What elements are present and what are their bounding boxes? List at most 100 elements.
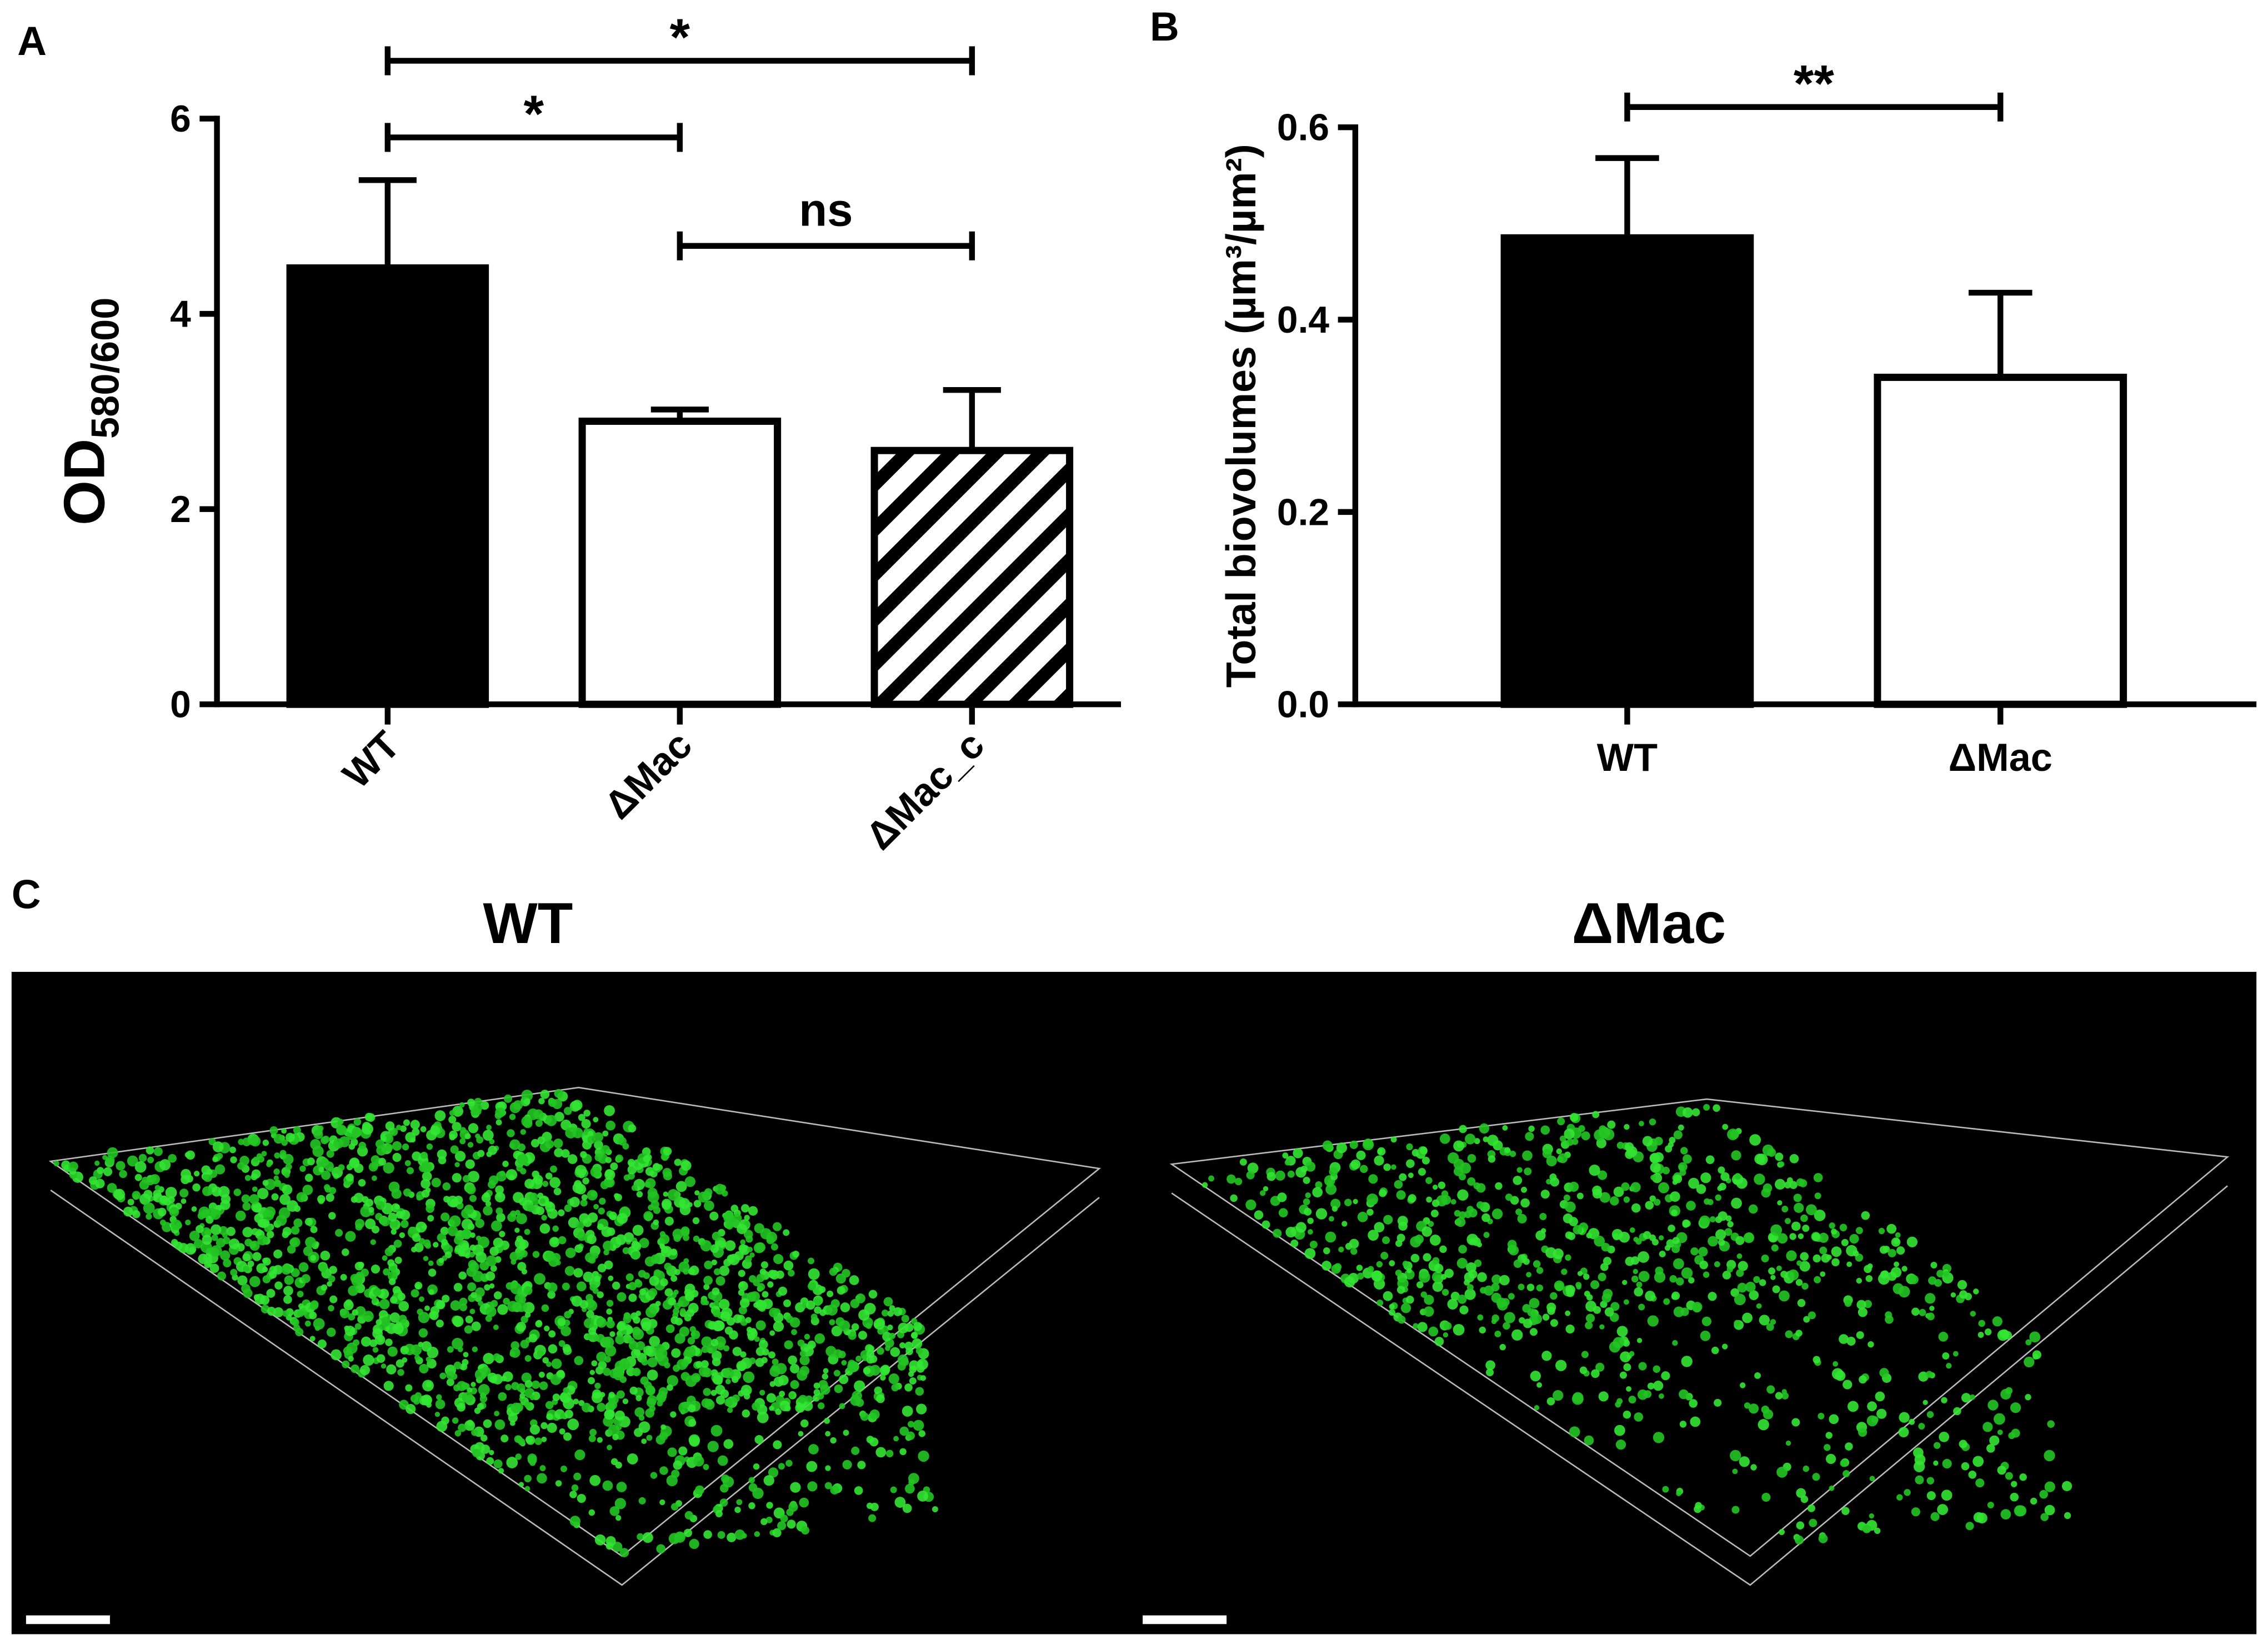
cell — [441, 1416, 449, 1425]
cell — [520, 1129, 527, 1135]
cell — [1801, 1282, 1809, 1290]
cell — [1766, 1323, 1774, 1331]
cell — [1914, 1454, 1926, 1466]
cell — [1794, 1535, 1804, 1545]
cell — [463, 1175, 470, 1183]
cell — [873, 1318, 885, 1330]
cell — [1526, 1283, 1535, 1291]
cell — [1734, 1320, 1741, 1327]
cell — [1839, 1223, 1848, 1232]
cell — [1349, 1140, 1358, 1149]
cell — [597, 1223, 604, 1230]
cell — [212, 1156, 218, 1162]
cell — [1380, 1252, 1389, 1260]
cell — [744, 1215, 750, 1221]
cell — [1439, 1245, 1447, 1253]
cell — [1246, 1171, 1255, 1180]
cell — [1671, 1209, 1678, 1216]
cell — [1756, 1303, 1762, 1309]
y-tick-label: 0.4 — [1277, 299, 1329, 341]
cell — [383, 1381, 394, 1391]
cell — [1426, 1196, 1433, 1203]
cell — [594, 1153, 603, 1162]
cell — [1344, 1198, 1352, 1207]
cell — [655, 1435, 665, 1445]
cell — [574, 1450, 585, 1461]
cell — [1431, 1199, 1440, 1207]
y-axis-label: Total biovolumes (µm³/µm²) — [1218, 144, 1265, 688]
cell — [153, 1190, 162, 1198]
cell — [425, 1381, 432, 1388]
cell — [1390, 1164, 1396, 1170]
cell — [1650, 1162, 1661, 1173]
cell — [693, 1456, 704, 1467]
cell — [355, 1218, 365, 1228]
cell — [475, 1218, 485, 1228]
cell — [546, 1413, 553, 1421]
cell — [399, 1125, 407, 1132]
cell — [189, 1231, 200, 1241]
cell — [688, 1268, 695, 1275]
cell — [524, 1380, 533, 1388]
cell — [193, 1170, 200, 1177]
cell — [1673, 1258, 1684, 1270]
cell — [459, 1303, 468, 1312]
cell — [493, 1459, 503, 1468]
cell — [1545, 1247, 1556, 1258]
cell — [452, 1316, 464, 1327]
cell — [1234, 1177, 1243, 1186]
cell — [1376, 1261, 1383, 1268]
cell — [419, 1296, 425, 1302]
cell — [1802, 1225, 1810, 1232]
cell — [1432, 1184, 1438, 1190]
cell — [1795, 1330, 1803, 1337]
cell — [1366, 1193, 1379, 1205]
cell — [262, 1275, 271, 1283]
cell — [1599, 1192, 1610, 1203]
cell — [834, 1384, 843, 1393]
cell — [1273, 1228, 1282, 1238]
cell — [827, 1290, 834, 1297]
cell — [1703, 1104, 1710, 1111]
cell — [521, 1090, 533, 1101]
cell — [262, 1139, 269, 1146]
cell — [1505, 1193, 1513, 1201]
cell — [725, 1378, 731, 1385]
cell — [414, 1392, 422, 1400]
cell — [181, 1168, 191, 1180]
cell — [561, 1149, 570, 1158]
cell — [364, 1218, 376, 1230]
cell — [1513, 1176, 1523, 1185]
cell — [1499, 1343, 1506, 1351]
cell — [551, 1358, 562, 1369]
cell — [509, 1114, 516, 1120]
cell — [547, 1422, 557, 1433]
cell — [1669, 1275, 1678, 1283]
cell — [398, 1315, 407, 1323]
cell — [1861, 1211, 1870, 1220]
cell — [1692, 1302, 1703, 1312]
cell — [770, 1243, 778, 1251]
cell — [1708, 1236, 1718, 1247]
cell — [542, 1357, 549, 1364]
cell — [616, 1390, 625, 1399]
cell — [719, 1265, 730, 1276]
cell — [637, 1533, 644, 1541]
cell — [495, 1107, 505, 1118]
cell — [1695, 1502, 1702, 1509]
cell — [1430, 1235, 1441, 1246]
cell — [1744, 1402, 1751, 1409]
cell — [1867, 1401, 1877, 1411]
cell — [653, 1269, 662, 1277]
cell — [1374, 1155, 1384, 1166]
cell — [1503, 1322, 1510, 1330]
cell — [659, 1499, 665, 1506]
cell — [1353, 1198, 1358, 1205]
cell — [469, 1252, 475, 1258]
cell — [484, 1284, 490, 1291]
cell — [562, 1344, 571, 1353]
cell — [614, 1193, 622, 1201]
cell — [1922, 1400, 1928, 1406]
cell — [489, 1450, 494, 1456]
cell — [424, 1305, 430, 1311]
